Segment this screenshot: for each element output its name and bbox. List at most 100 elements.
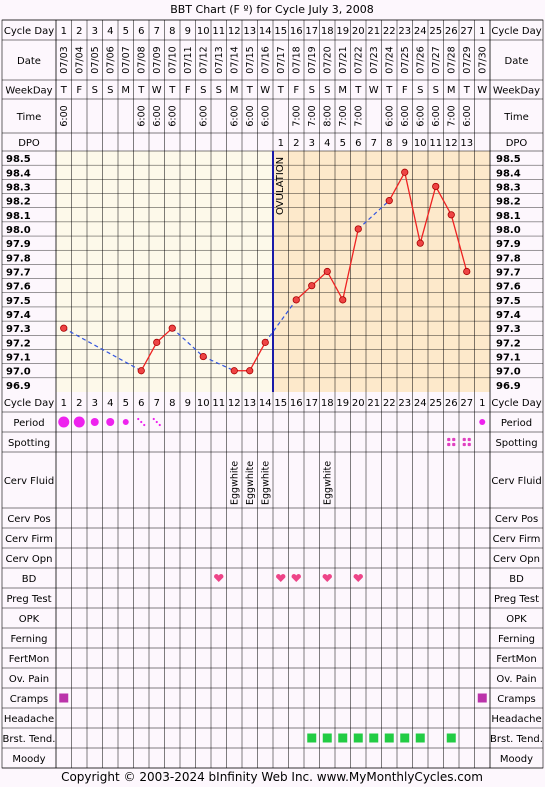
spotting-marker	[447, 437, 451, 442]
y-tick-label-right: 97.1	[496, 353, 521, 364]
label-fertmon-right: FertMon	[496, 654, 536, 665]
breast-tenderness-marker	[307, 733, 317, 743]
bd-heart-marker	[276, 574, 286, 582]
time-label: 7:00	[291, 105, 302, 126]
temp-gap-segment	[357, 200, 390, 230]
cycle-day-number: 1	[61, 26, 67, 37]
weekday-label: M	[230, 85, 239, 96]
weekday-label: S	[107, 85, 113, 96]
period-heavy-marker	[73, 416, 85, 428]
label-time-right: Time	[503, 112, 528, 123]
y-tick-label-left: 98.3	[6, 182, 31, 193]
cycle-day-number-bottom: 25	[429, 398, 442, 409]
weekday-label: W	[477, 85, 487, 96]
temp-point	[323, 267, 331, 276]
temp-gap-segment	[63, 327, 142, 372]
label-cerv-pos-right: Cerv Pos	[495, 514, 538, 525]
spotting-marker	[467, 437, 471, 442]
temp-point	[401, 168, 409, 176]
y-tick-label-left: 98.2	[6, 197, 31, 208]
label-cramps-left: Cramps	[10, 694, 49, 705]
dpo-number: 12	[445, 138, 458, 149]
label-fertmon-left: FertMon	[9, 654, 49, 665]
cycle-day-number: 16	[290, 26, 303, 37]
label-ferning-left: Ferning	[10, 634, 47, 645]
label-cerv-fluid-left: Cerv Fluid	[4, 476, 54, 487]
temp-point	[261, 338, 269, 346]
weekday-label: W	[260, 85, 270, 96]
cycle-day-number-bottom: 11	[212, 398, 225, 409]
time-label: 6:00	[136, 105, 147, 126]
date-label: 07/26	[415, 46, 426, 73]
temp-point	[137, 367, 145, 375]
temp-gap-segment	[264, 299, 297, 343]
dpo-number: 11	[429, 138, 442, 149]
date-label: 07/29	[462, 46, 473, 73]
label-cerv-opn-right: Cerv Opn	[493, 554, 540, 565]
cycle-day-number: 26	[445, 26, 458, 37]
cycle-day-number-bottom: 20	[352, 398, 365, 409]
cycle-day-number-bottom: 18	[321, 398, 334, 409]
cycle-day-number: 19	[336, 26, 349, 37]
time-label: 6:00	[152, 105, 163, 126]
label-bd-left: BD	[22, 574, 37, 585]
cycle-day-number: 12	[228, 26, 241, 37]
date-label: 07/04	[74, 46, 85, 73]
temp-line-segment	[435, 186, 452, 216]
dpo-number: 10	[414, 138, 427, 149]
period-spotting-dot	[140, 420, 143, 424]
time-label: 6:00	[384, 105, 395, 126]
cycle-day-number: 18	[321, 26, 334, 37]
bd-heart-marker	[353, 574, 363, 582]
label-date-right: Date	[505, 56, 529, 67]
weekday-label: T	[137, 85, 145, 96]
y-tick-label-right: 97.4	[496, 310, 521, 321]
date-label: 07/18	[291, 46, 302, 73]
date-label: 07/11	[183, 46, 194, 73]
y-tick-label-left: 98.0	[6, 225, 31, 236]
date-label: 07/30	[477, 46, 488, 73]
time-label: 7:00	[446, 105, 457, 126]
cycle-day-number-bottom: 8	[169, 398, 175, 409]
y-tick-label-right: 98.4	[496, 168, 521, 179]
weekday-label: W	[369, 85, 379, 96]
dpo-number: 2	[293, 138, 299, 149]
cycle-day-number: 17	[305, 26, 318, 37]
weekday-label: S	[92, 85, 98, 96]
y-tick-label-left: 97.8	[6, 253, 31, 264]
label-bd-right: BD	[509, 574, 524, 585]
y-tick-label-left: 97.2	[6, 338, 31, 349]
date-label: 07/25	[400, 46, 411, 73]
cycle-day-number: 23	[398, 26, 411, 37]
time-label: 6:00	[167, 105, 178, 126]
dpo-number: 4	[324, 138, 330, 149]
y-tick-label-right: 97.2	[496, 338, 521, 349]
date-label: 07/15	[245, 46, 256, 73]
y-tick-label-right: 98.5	[496, 154, 521, 165]
dpo-number: 9	[402, 138, 408, 149]
date-label: 07/22	[353, 46, 364, 73]
weekday-label: S	[216, 85, 222, 96]
time-label: 6:00	[59, 105, 70, 126]
cycle-day-number-bottom: 4	[107, 398, 113, 409]
cycle-day-number: 25	[429, 26, 442, 37]
cycle-day-number-bottom: 23	[398, 398, 411, 409]
cycle-day-number: 7	[154, 26, 160, 37]
weekday-label: F	[76, 85, 82, 96]
y-tick-label-right: 98.3	[496, 182, 521, 193]
spotting-marker	[467, 442, 471, 447]
date-label: 07/06	[105, 46, 116, 73]
dpo-number: 5	[340, 138, 346, 149]
label-dpo-left: DPO	[18, 138, 40, 149]
cycle-day-number-bottom: 27	[460, 398, 473, 409]
weekday-label: T	[168, 85, 176, 96]
y-tick-label-right: 97.7	[496, 268, 521, 279]
temp-point	[246, 367, 254, 375]
chart-grid	[1, 19, 544, 769]
cycle-day-number-bottom: 7	[154, 398, 160, 409]
label-opk-left: OPK	[19, 614, 40, 625]
temp-line-segment	[419, 186, 437, 244]
date-label: 07/03	[59, 46, 70, 73]
date-label: 07/20	[322, 46, 333, 73]
date-label: 07/07	[121, 46, 132, 73]
